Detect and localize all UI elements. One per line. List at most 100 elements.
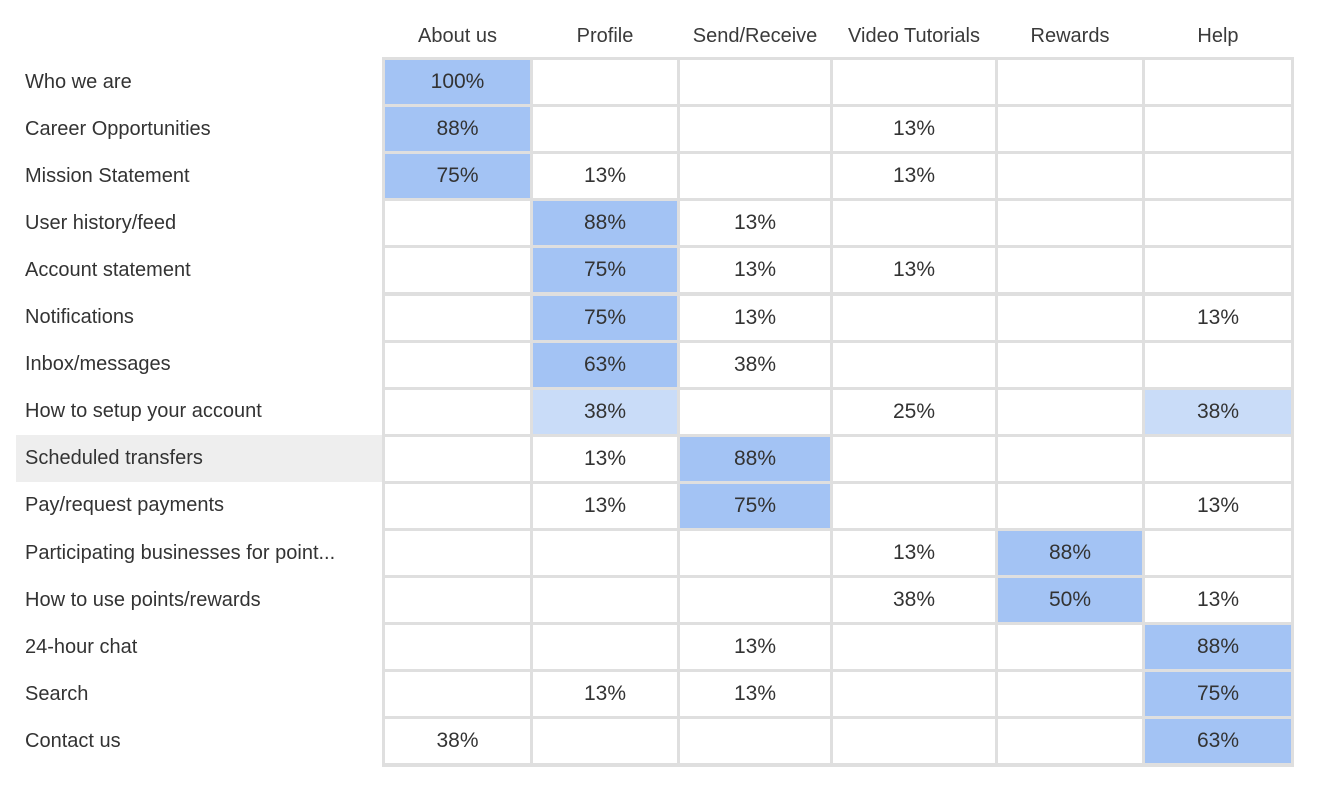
matrix-cell: 13% [1145, 295, 1291, 340]
row-label[interactable]: Account statement [25, 258, 191, 281]
matrix-cell: 13% [833, 154, 995, 199]
column-header-help: Help [1197, 25, 1239, 47]
row-label[interactable]: Mission Statement [25, 164, 190, 187]
matrix-cell: 13% [833, 107, 995, 152]
matrix-cell [680, 578, 830, 623]
matrix-cell: 38% [833, 578, 995, 623]
matrix-cell [533, 107, 677, 152]
matrix-cell: 88% [998, 531, 1142, 575]
matrix-cell [533, 578, 677, 623]
matrix-cell: 88% [1145, 625, 1291, 670]
matrix-cell [680, 389, 830, 434]
matrix-cell: 38% [533, 389, 677, 434]
matrix-cell [833, 483, 995, 528]
matrix-cell [998, 436, 1142, 481]
matrix-cell [998, 719, 1142, 764]
matrix-cell [385, 389, 530, 434]
matrix-cell: 25% [833, 389, 995, 434]
matrix-cell: 38% [680, 342, 830, 387]
matrix-cell [533, 625, 677, 670]
row-label[interactable]: How to setup your account [25, 400, 262, 423]
matrix-cell [385, 342, 530, 387]
matrix-cell [533, 719, 677, 764]
column-header-about-us: About us [418, 25, 497, 47]
row-label[interactable]: Notifications [25, 306, 134, 328]
matrix-cell [833, 342, 995, 387]
matrix-cell [1145, 107, 1291, 152]
matrix-cell: 13% [1145, 483, 1291, 528]
row-label[interactable]: Participating businesses for point... [25, 541, 336, 564]
matrix-cell [833, 719, 995, 764]
matrix-cell: 88% [533, 201, 677, 246]
matrix-cell: 100% [385, 60, 530, 104]
matrix-cell [385, 531, 530, 575]
row-label[interactable]: Contact us [25, 729, 121, 752]
matrix-cell: 75% [533, 295, 677, 340]
matrix-cell: 63% [533, 342, 677, 387]
matrix-cell: 13% [680, 672, 830, 717]
matrix-cell: 13% [533, 672, 677, 717]
matrix-cell: 13% [680, 625, 830, 670]
matrix-cell [833, 625, 995, 670]
matrix-cell [533, 60, 677, 104]
matrix-cell: 88% [680, 436, 830, 481]
matrix-cell [998, 201, 1142, 246]
matrix-cell [385, 578, 530, 623]
matrix-cell [833, 295, 995, 340]
matrix-cell [385, 201, 530, 246]
row-label[interactable]: Inbox/messages [25, 353, 171, 376]
matrix-cell: 38% [1145, 389, 1291, 434]
matrix-cell [1145, 436, 1291, 481]
matrix-cell [998, 107, 1142, 152]
matrix-cell [998, 483, 1142, 528]
matrix-cell: 75% [533, 248, 677, 293]
matrix-cell [998, 625, 1142, 670]
matrix-cell: 38% [385, 719, 530, 764]
matrix-cell: 75% [680, 483, 830, 528]
matrix-cell: 50% [998, 578, 1142, 623]
matrix-cell: 63% [1145, 719, 1291, 764]
matrix-cell [998, 248, 1142, 293]
row-label[interactable]: Who we are [25, 70, 132, 93]
row-label[interactable]: Scheduled transfers [16, 435, 382, 483]
row-label[interactable]: Career Opportunities [25, 117, 211, 140]
matrix-cell [385, 672, 530, 717]
column-header-rewards: Rewards [1030, 25, 1110, 47]
row-label[interactable]: Pay/request payments [25, 494, 224, 517]
matrix-cell [1145, 342, 1291, 387]
matrix-cell [1145, 201, 1291, 246]
matrix-cell: 88% [385, 107, 530, 152]
matrix-cell [533, 531, 677, 575]
row-label[interactable]: 24-hour chat [25, 635, 138, 658]
matrix-cell: 13% [533, 154, 677, 199]
matrix-cell [833, 672, 995, 717]
matrix-cell [998, 60, 1142, 104]
matrix-cell [385, 436, 530, 481]
matrix-cell: 13% [680, 295, 830, 340]
matrix-cell [833, 201, 995, 246]
column-header-profile: Profile [576, 25, 634, 47]
matrix-cell [385, 248, 530, 293]
matrix-cell [998, 389, 1142, 434]
matrix-cell [385, 625, 530, 670]
matrix-cell [1145, 531, 1291, 575]
matrix-cell [833, 436, 995, 481]
matrix-cell [680, 60, 830, 104]
row-label[interactable]: How to use points/rewards [25, 588, 261, 611]
matrix-cell [385, 295, 530, 340]
matrix-cell [998, 672, 1142, 717]
row-label[interactable]: User history/feed [25, 211, 177, 234]
row-label[interactable]: Search [25, 682, 89, 705]
matrix-cell: 75% [385, 154, 530, 199]
matrix-cell [998, 154, 1142, 199]
matrix-cell [998, 342, 1142, 387]
matrix-cell [680, 107, 830, 152]
matrix-cell: 13% [1145, 578, 1291, 623]
matrix-cell: 13% [533, 436, 677, 481]
matrix-cell [1145, 154, 1291, 199]
matrix-cell [998, 295, 1142, 340]
column-header-video-tutorials: Video Tutorials [848, 25, 980, 47]
matrix-cell: 13% [680, 248, 830, 293]
matrix-cell [385, 483, 530, 528]
matrix-cell [680, 719, 830, 764]
